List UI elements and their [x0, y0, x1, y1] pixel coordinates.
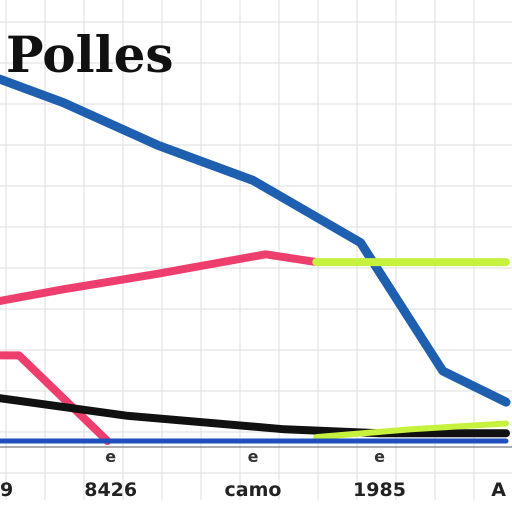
- x-tick-label: camo: [225, 479, 282, 501]
- x-tick-label: 9: [0, 479, 13, 501]
- x-tick-label: A: [491, 479, 506, 501]
- series-line-6: [313, 420, 509, 441]
- series-layer: [0, 74, 511, 445]
- series-line-1: [0, 74, 511, 407]
- chart-title: Polles: [6, 25, 174, 84]
- x-tick-mark-label: e: [248, 447, 259, 466]
- series-line-5: [0, 394, 510, 438]
- series-line-2: [0, 250, 321, 305]
- x-tick-label: 1985: [353, 479, 406, 501]
- x-tick-label: 8426: [84, 479, 137, 501]
- x-tick-mark-label: e: [105, 447, 116, 466]
- tick-labels: 9 8426 camo 1985 Ae e e: [0, 447, 506, 501]
- x-tick-mark-label: e: [374, 447, 385, 466]
